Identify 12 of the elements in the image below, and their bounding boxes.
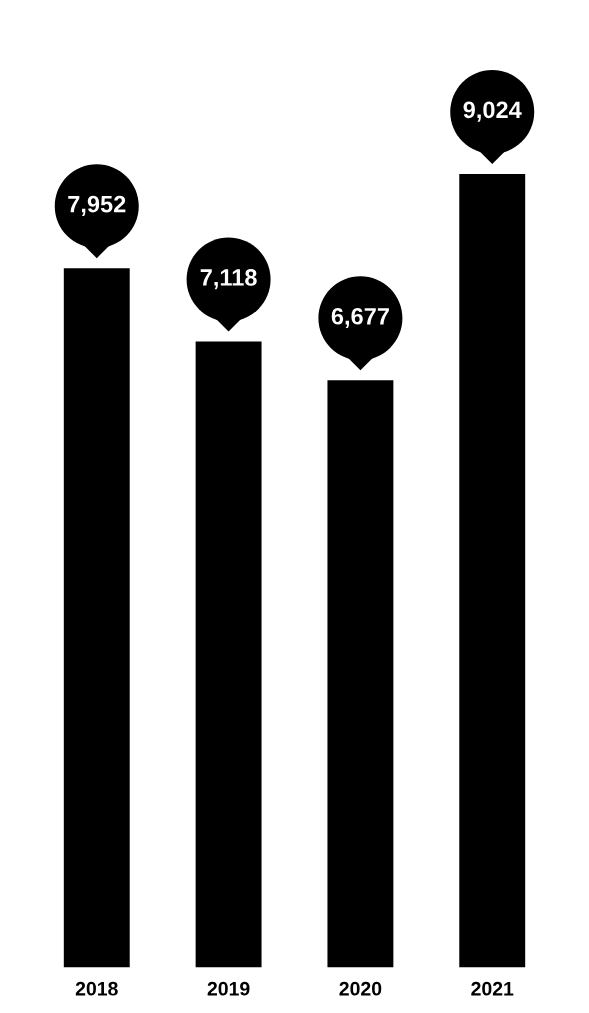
x-tick-label: 2021: [471, 981, 514, 996]
data-label: 6,677: [331, 307, 389, 329]
bar: [195, 341, 262, 968]
x-tick-label: 2018: [75, 981, 118, 996]
data-label: 9,024: [463, 101, 522, 122]
data-label: 7,952: [68, 195, 126, 216]
bar: [63, 268, 130, 968]
bar: [459, 173, 526, 968]
data-label: 7,118: [200, 269, 257, 290]
x-tick-label: 2020: [339, 981, 382, 996]
x-tick-label: 2019: [207, 981, 250, 996]
bar: [327, 380, 394, 968]
